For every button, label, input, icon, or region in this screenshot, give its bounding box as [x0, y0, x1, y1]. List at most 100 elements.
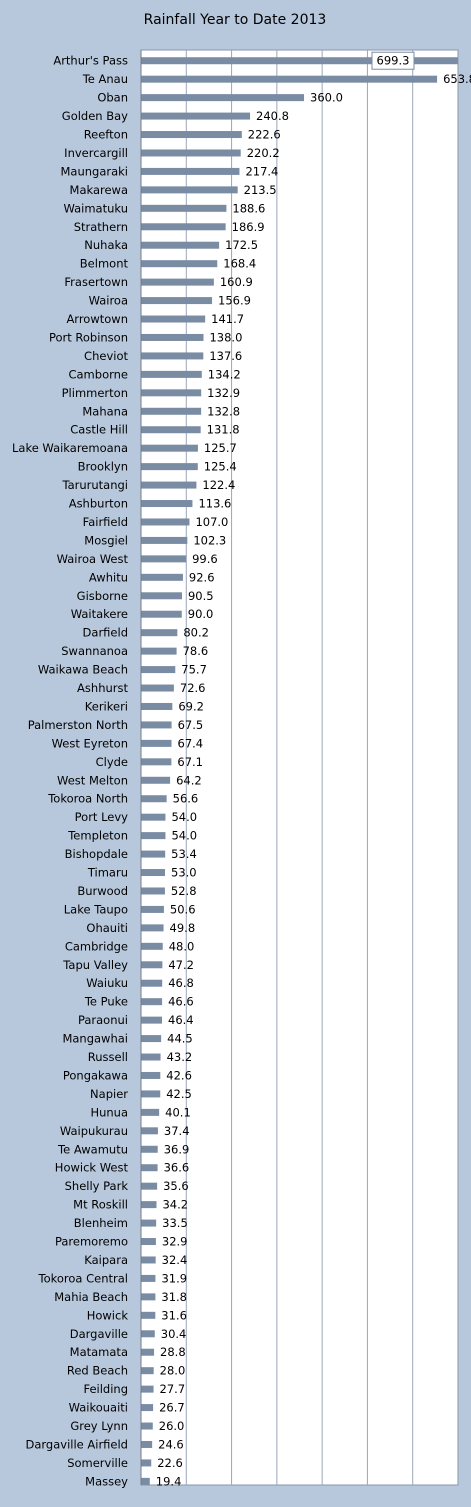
value-label: 28.0: [160, 1364, 186, 1378]
category-label: Awhitu: [89, 570, 128, 584]
value-label: 168.4: [223, 257, 256, 271]
category-label: Waipukurau: [60, 1124, 128, 1138]
value-label: 107.0: [195, 515, 228, 529]
category-label: Feilding: [83, 1382, 128, 1396]
plot-area: [140, 49, 459, 1486]
bar: [141, 813, 166, 821]
value-label: 80.2: [183, 626, 209, 640]
bar: [141, 1385, 154, 1393]
category-label: Mahana: [82, 404, 128, 418]
bar: [141, 850, 166, 858]
category-label: Lake Waikaremoana: [12, 441, 128, 455]
bar: [141, 1127, 158, 1135]
category-label: Wairoa: [89, 294, 128, 308]
value-label: 69.2: [178, 699, 204, 713]
category-labels: Arthur's Pass Te Anau Oban Golden Bay Reefto…: [12, 54, 128, 1489]
bar: [141, 112, 251, 120]
bar: [141, 1404, 154, 1412]
bar: [141, 1145, 158, 1153]
category-label: Red Beach: [67, 1364, 128, 1378]
category-label: Howick: [87, 1308, 129, 1322]
bar: [141, 1311, 156, 1319]
bar: [141, 481, 197, 489]
value-label: 90.5: [188, 589, 214, 603]
bar: [141, 444, 198, 452]
bar: [141, 223, 226, 231]
bar: [141, 1071, 161, 1079]
bar: [141, 647, 177, 655]
category-label: Mangawhai: [62, 1032, 128, 1046]
bar: [141, 167, 240, 175]
bar: [141, 666, 176, 674]
category-label: Arrowtown: [66, 312, 128, 326]
bar: [141, 721, 172, 729]
value-label: 92.6: [189, 570, 215, 584]
value-label: 31.6: [161, 1308, 187, 1322]
value-label: 54.0: [171, 829, 197, 843]
category-label: Kaipara: [84, 1253, 128, 1267]
value-label: 217.4: [245, 164, 278, 178]
value-label: 27.7: [160, 1382, 186, 1396]
category-label: Cambridge: [65, 939, 128, 953]
bar: [141, 426, 201, 434]
bar: [141, 536, 188, 544]
value-label: 137.6: [209, 349, 242, 363]
value-label: 67.5: [178, 718, 204, 732]
category-label: Plimmerton: [62, 386, 128, 400]
bar: [141, 278, 214, 286]
value-label: 46.6: [168, 995, 194, 1009]
bar: [141, 57, 458, 65]
bar: [141, 389, 202, 397]
value-label: 30.4: [161, 1327, 187, 1341]
bar: [141, 260, 218, 268]
value-label: 213.5: [244, 183, 277, 197]
category-label: West Melton: [57, 773, 128, 787]
category-label: Tapu Valley: [62, 958, 128, 972]
category-label: Waiuku: [86, 976, 128, 990]
bar: [141, 924, 164, 932]
bar: [141, 555, 187, 563]
value-label: 160.9: [220, 275, 253, 289]
category-label: Tokoroa Central: [38, 1271, 128, 1285]
category-label: Paraonui: [78, 1013, 128, 1027]
category-label: Tokoroa North: [47, 792, 128, 806]
bar: [141, 149, 241, 157]
value-label: 360.0: [310, 91, 343, 105]
bar: [141, 463, 198, 471]
category-label: Grey Lynn: [70, 1419, 128, 1433]
bar: [141, 75, 438, 83]
bar: [141, 887, 165, 895]
bar: [141, 776, 171, 784]
value-label: 64.2: [176, 773, 202, 787]
bar: [141, 795, 167, 803]
bar: [141, 241, 220, 249]
value-label: 26.7: [159, 1401, 185, 1415]
bar: [141, 1330, 155, 1338]
bar: [141, 573, 183, 581]
bar: [141, 684, 174, 692]
category-label: Te Anau: [82, 72, 128, 86]
category-label: Waikouaiti: [69, 1401, 128, 1415]
bar: [141, 1035, 162, 1043]
category-label: Invercargill: [64, 146, 128, 160]
value-label: 156.9: [218, 294, 251, 308]
value-label: 141.7: [211, 312, 244, 326]
category-label: Howick West: [55, 1161, 129, 1175]
value-label: 22.6: [157, 1456, 183, 1470]
bar: [141, 1477, 150, 1485]
value-label: 222.6: [248, 128, 281, 142]
category-label: Tarurutangi: [61, 478, 128, 492]
value-label: 33.5: [162, 1216, 188, 1230]
category-label: Fairfield: [83, 515, 128, 529]
value-label: 134.2: [208, 367, 241, 381]
value-label: 122.4: [202, 478, 235, 492]
value-label: 24.6: [158, 1437, 184, 1451]
value-label: 50.6: [170, 902, 196, 916]
bar: [141, 518, 190, 526]
value-label: 186.9: [232, 220, 265, 234]
value-label: 42.5: [166, 1087, 192, 1101]
value-label: 75.7: [181, 663, 207, 677]
value-label: 44.5: [167, 1032, 193, 1046]
value-label: 67.1: [177, 755, 203, 769]
